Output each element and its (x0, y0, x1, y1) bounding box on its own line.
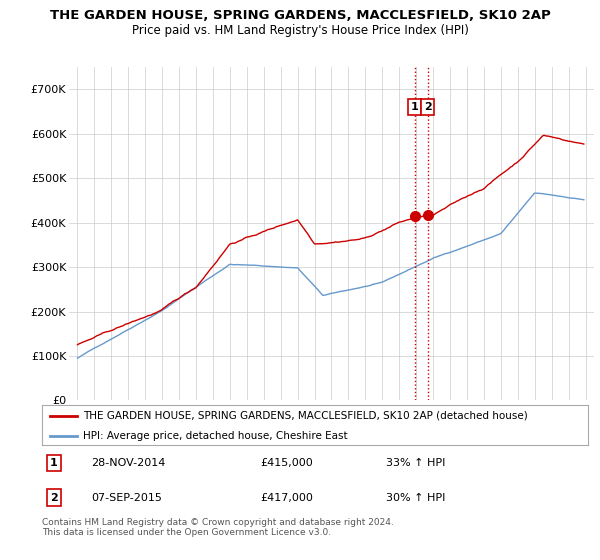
Text: £417,000: £417,000 (260, 493, 313, 502)
Text: 2: 2 (424, 102, 431, 112)
Text: 07-SEP-2015: 07-SEP-2015 (91, 493, 162, 502)
Text: Price paid vs. HM Land Registry's House Price Index (HPI): Price paid vs. HM Land Registry's House … (131, 24, 469, 36)
Text: 28-NOV-2014: 28-NOV-2014 (91, 458, 166, 468)
Text: 1: 1 (411, 102, 419, 112)
Text: 1: 1 (50, 458, 58, 468)
Text: 2: 2 (50, 493, 58, 502)
Text: 30% ↑ HPI: 30% ↑ HPI (386, 493, 445, 502)
Text: £415,000: £415,000 (260, 458, 313, 468)
Text: HPI: Average price, detached house, Cheshire East: HPI: Average price, detached house, Ches… (83, 431, 347, 441)
Text: THE GARDEN HOUSE, SPRING GARDENS, MACCLESFIELD, SK10 2AP (detached house): THE GARDEN HOUSE, SPRING GARDENS, MACCLE… (83, 411, 528, 421)
Text: 33% ↑ HPI: 33% ↑ HPI (386, 458, 445, 468)
Text: Contains HM Land Registry data © Crown copyright and database right 2024.
This d: Contains HM Land Registry data © Crown c… (42, 518, 394, 538)
Text: THE GARDEN HOUSE, SPRING GARDENS, MACCLESFIELD, SK10 2AP: THE GARDEN HOUSE, SPRING GARDENS, MACCLE… (50, 9, 550, 22)
